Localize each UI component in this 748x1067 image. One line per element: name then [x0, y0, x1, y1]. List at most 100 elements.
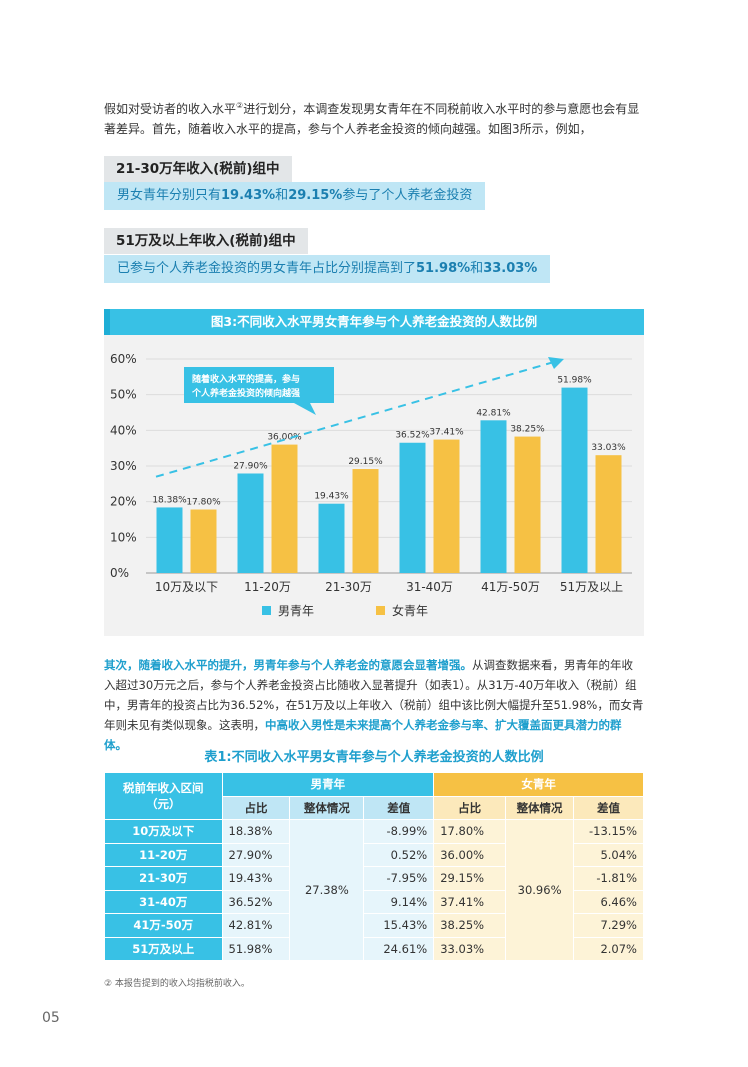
- y-tick-label: 10%: [110, 530, 137, 544]
- male-diff: -8.99%: [363, 819, 435, 844]
- highlight-1-val1: 19.43%: [221, 188, 276, 203]
- intro-text-b: 进行划分，本调查发现男女青年在不同税前收入水平时的参与意愿也会有显著差异。首先，…: [104, 102, 640, 136]
- highlight-1-body: 男女青年分别只有19.43%和29.15%参与了个人养老金投资: [104, 182, 486, 210]
- highlight-2-title: 51万及以上年收入(税前)组中: [104, 228, 308, 254]
- bar-male: [480, 420, 507, 573]
- bar-chart: 0% 10% 20% 30% 40% 50% 60% 18.38% 17.80% 10万及以下 27…: [110, 352, 632, 618]
- bar-female: [514, 436, 541, 573]
- female-share: 38.25%: [433, 913, 507, 938]
- annotation-text: 个人养老金投资的倾向越强: [191, 387, 300, 399]
- male-share: 19.43%: [221, 866, 291, 891]
- row-range: 11-20万: [104, 842, 223, 867]
- male-diff: 15.43%: [363, 913, 435, 938]
- row-range: 10万及以下: [104, 819, 223, 844]
- highlight-2-mid: 和: [470, 261, 484, 276]
- data-label: 19.43%: [314, 492, 349, 502]
- male-share: 27.90%: [221, 842, 291, 867]
- trend-arrow-head: [548, 357, 564, 369]
- page-number: 05: [42, 1010, 60, 1026]
- female-diff: 2.07%: [573, 936, 644, 961]
- table-row: 51万及以上 51.98% 24.61% 33.03% 2.07%: [104, 936, 644, 961]
- table-subheader: 差值: [363, 795, 435, 820]
- chart-container: 图3:不同收入水平男女青年参与个人养老金投资的人数比例 0% 10% 20% 30% 4…: [104, 309, 644, 636]
- highlight-1-title: 21-30万年收入(税前)组中: [104, 156, 292, 182]
- footnote: ② 本报告提到的收入均指税前收入。: [104, 979, 250, 989]
- data-label: 17.80%: [186, 498, 221, 508]
- legend-label: 女青年: [392, 603, 428, 618]
- highlight-2-prefix: 已参与个人养老金投资的男女青年占比分别提高到了: [117, 261, 417, 276]
- y-tick-label: 40%: [110, 423, 137, 437]
- female-diff: 7.29%: [573, 913, 644, 938]
- male-diff: 24.61%: [363, 936, 435, 961]
- female-share: 36.00%: [433, 842, 507, 867]
- bar-male: [156, 507, 183, 573]
- table-subheader: 整体情况: [289, 795, 365, 820]
- x-tick-label: 11-20万: [244, 580, 291, 594]
- male-share: 18.38%: [221, 819, 291, 844]
- table-title: 表1:不同收入水平男女青年参与个人养老金投资的人数比例: [204, 750, 544, 765]
- legend-swatch-male: [262, 606, 271, 615]
- x-tick-label: 41万-50万: [481, 580, 540, 594]
- table-header-range: 税前年收入区间（元）: [104, 772, 223, 820]
- para2-emphasis-1: 其次，随着收入水平的提升，男青年参与个人养老金的意愿会显著增强。: [104, 658, 472, 672]
- female-share: 33.03%: [433, 936, 507, 961]
- data-table: 税前年收入区间（元） 男青年 女青年 占比 整体情况 差值 占比 整体情况 差值…: [104, 772, 644, 961]
- female-overall: 30.96%: [505, 819, 575, 961]
- female-diff: 6.46%: [573, 889, 644, 914]
- row-range: 51万及以上: [104, 936, 223, 961]
- bar-female: [271, 444, 298, 573]
- male-diff: 0.52%: [363, 842, 435, 867]
- female-diff: -1.81%: [573, 866, 644, 891]
- x-tick-label: 21-30万: [325, 580, 372, 594]
- highlight-2-body: 已参与个人养老金投资的男女青年占比分别提高到了51.98%和33.03%: [104, 255, 551, 283]
- chart-title: 图3:不同收入水平男女青年参与个人养老金投资的人数比例: [104, 309, 644, 335]
- table-subheader: 整体情况: [505, 795, 575, 820]
- legend-label: 男青年: [278, 604, 314, 618]
- chart-title-tab: [104, 309, 110, 335]
- bar-male: [399, 442, 426, 573]
- highlight-1-prefix: 男女青年分别只有: [117, 188, 222, 203]
- y-tick-label: 60%: [110, 352, 137, 366]
- data-label: 29.15%: [348, 457, 383, 467]
- highlight-1-val2: 29.15%: [288, 188, 343, 203]
- table-row: 31-40万 36.52% 9.14% 37.41% 6.46%: [104, 889, 644, 914]
- bar-female: [352, 469, 379, 573]
- data-label: 18.38%: [152, 495, 187, 505]
- annotation-pointer: [294, 403, 316, 415]
- highlight-2-val1: 51.98%: [416, 261, 471, 276]
- table-subheader: 差值: [573, 795, 644, 820]
- data-label: 33.03%: [591, 443, 626, 453]
- x-tick-label: 51万及以上: [560, 580, 623, 594]
- male-share: 51.98%: [221, 936, 291, 961]
- female-diff: -13.15%: [573, 819, 644, 844]
- data-label: 37.41%: [429, 428, 464, 438]
- annotation-text: 随着收入水平的提高，参与: [192, 373, 300, 385]
- y-tick-label: 30%: [110, 459, 137, 473]
- table-subheader: 占比: [433, 795, 507, 820]
- female-diff: 5.04%: [573, 842, 644, 867]
- bar-female: [190, 509, 217, 573]
- male-overall: 27.38%: [289, 819, 365, 961]
- intro-text-a: 假如对受访者的收入水平: [104, 102, 237, 116]
- data-label: 38.25%: [510, 425, 545, 435]
- data-label: 36.00%: [267, 433, 302, 443]
- male-share: 42.81%: [221, 913, 291, 938]
- bar-female: [595, 455, 622, 573]
- row-range: 31-40万: [104, 889, 223, 914]
- legend-swatch-female: [376, 606, 385, 615]
- para2-plain: 从调查数据来看，男青年的年收入超过30万元之后，参与个人养老金投资占比随收入显著…: [104, 658, 644, 732]
- bar-male: [237, 473, 264, 573]
- bar-male: [561, 387, 588, 573]
- bar-female: [433, 439, 460, 573]
- male-diff: 9.14%: [363, 889, 435, 914]
- male-share: 36.52%: [221, 889, 291, 914]
- data-label: 36.52%: [395, 431, 430, 441]
- y-tick-label: 20%: [110, 495, 137, 509]
- intro-paragraph: 假如对受访者的收入水平②进行划分，本调查发现男女青年在不同税前收入水平时的参与意…: [104, 96, 644, 139]
- row-range: 21-30万: [104, 866, 223, 891]
- female-share: 17.80%: [433, 819, 507, 844]
- paragraph-2: 其次，随着收入水平的提升，男青年参与个人养老金的意愿会显著增强。从调查数据来看，…: [104, 655, 644, 755]
- trend-arrow-line: [155, 361, 553, 478]
- x-tick-label: 10万及以下: [155, 580, 218, 594]
- highlight-1-mid: 和: [275, 188, 289, 203]
